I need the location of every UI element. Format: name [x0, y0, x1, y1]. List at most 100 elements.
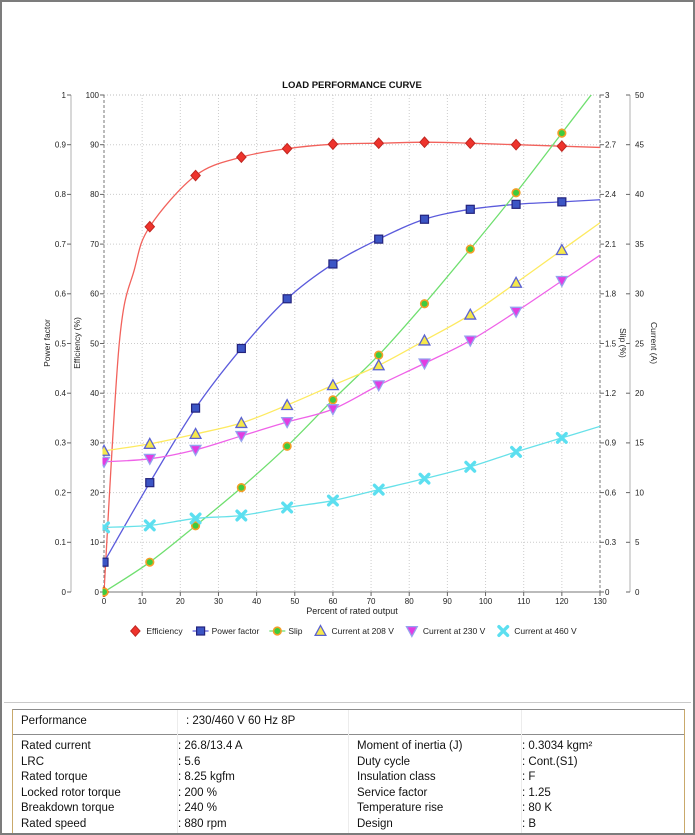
- tick-label: 50: [635, 91, 644, 100]
- spec-value: : 5.6: [178, 755, 201, 768]
- tick-label: 60: [328, 597, 337, 606]
- legend-label: Current at 208 V: [332, 626, 395, 636]
- legend-item-current-at-460-v: Current at 460 V: [497, 625, 577, 637]
- tick-label: 70: [90, 240, 99, 249]
- tick-label: 0.6: [605, 488, 617, 497]
- tick-label: 110: [517, 597, 530, 606]
- table-divider: [348, 710, 349, 833]
- tick-label: 0.7: [55, 240, 67, 249]
- table-divider: [521, 710, 522, 833]
- tick-label: 0.9: [605, 439, 617, 448]
- tick-label: 40: [90, 389, 99, 398]
- tick-label: 1.5: [605, 339, 617, 348]
- specs-table: Performance : 230/460 V 60 Hz 8P Rated c…: [12, 709, 685, 833]
- spec-label: Insulation class: [357, 771, 436, 784]
- tick-label: 100: [479, 597, 493, 606]
- power-factor-axis-label: Power factor: [42, 319, 52, 367]
- spec-value: : 80 K: [522, 802, 553, 815]
- table-divider: [177, 710, 178, 833]
- spec-label: Breakdown torque: [21, 802, 115, 815]
- separator-line: [4, 702, 691, 703]
- tick-label: 60: [90, 290, 99, 299]
- tick-label: 0: [605, 588, 610, 597]
- spec-value: : F: [522, 771, 536, 784]
- tick-label: 25: [635, 339, 644, 348]
- tick-label: 70: [367, 597, 376, 606]
- tick-label: 0.6: [55, 290, 67, 299]
- spec-column-left: Rated current: 26.8/13.4 A LRC: 5.6 Rated …: [13, 739, 349, 833]
- spec-label: Performance: [21, 715, 87, 728]
- efficiency-markers: [102, 136, 568, 597]
- spec-label: Rated current: [21, 740, 91, 752]
- spec-value: : B: [522, 817, 537, 830]
- load-performance-chart: 00.10.20.30.40.50.60.70.80.9101020304050…: [42, 80, 659, 638]
- current-at-230-v-line: [104, 254, 600, 463]
- tick-label: 15: [635, 439, 644, 448]
- legend-item-slip: Slip: [269, 626, 303, 636]
- tick-label: 90: [443, 597, 452, 606]
- current-at-460-v-line: [104, 425, 600, 529]
- chart-legend: Efficiency Power factor Slip Current at 208…: [129, 624, 577, 638]
- legend-label: Current at 230 V: [423, 626, 486, 636]
- tick-label: 100: [86, 91, 100, 100]
- tick-label: 80: [405, 597, 414, 606]
- gridlines: [104, 95, 600, 592]
- tick-label: 2.7: [605, 141, 617, 150]
- tick-label: 50: [290, 597, 299, 606]
- tick-label: 40: [635, 190, 644, 199]
- tick-label: 80: [90, 190, 99, 199]
- chart-title: LOAD PERFORMANCE CURVE: [282, 80, 422, 91]
- tick-label: 0.3: [605, 538, 617, 547]
- tick-label: 2.4: [605, 190, 617, 199]
- spec-label: LRC: [21, 755, 45, 768]
- tick-label: 1.2: [605, 389, 617, 398]
- tick-label: 20: [90, 488, 99, 497]
- tick-label: 10: [90, 538, 99, 547]
- spec-label: Locked rotor torque: [21, 786, 121, 799]
- tick-label: 0.2: [55, 488, 67, 497]
- tick-label: 0.8: [55, 190, 67, 199]
- tick-label: 30: [214, 597, 223, 606]
- spec-value: : 200 %: [178, 786, 217, 799]
- spec-value: : 880 rpm: [178, 817, 227, 830]
- series-lines: [104, 95, 600, 592]
- tick-label: 35: [635, 240, 644, 249]
- tick-label: 0: [95, 588, 100, 597]
- tick-label: 50: [90, 339, 99, 348]
- tick-label: 45: [635, 141, 644, 150]
- tick-label: 120: [555, 597, 569, 606]
- spec-label: Temperature rise: [357, 802, 444, 815]
- tick-label: 3: [605, 91, 610, 100]
- spec-value: : Cont.(S1): [522, 755, 578, 768]
- legend-label: Slip: [288, 626, 302, 636]
- tick-label: 1: [62, 91, 67, 100]
- series-markers: [102, 128, 569, 597]
- chart-area: 0 0.1 0.2 0.3 0.4 0.5 0.6 0.7 0.8 0.9 1 0 10 20 30 40 50…: [2, 2, 693, 702]
- tick-label: 10: [635, 488, 644, 497]
- tick-label: 20: [176, 597, 185, 606]
- spec-value: : 240 %: [178, 802, 217, 815]
- axes: 00.10.20.30.40.50.60.70.80.9101020304050…: [55, 91, 645, 606]
- tick-label: 30: [90, 439, 99, 448]
- current-at-208-v-line: [104, 222, 600, 452]
- tick-label: 0.4: [55, 389, 67, 398]
- legend-item-current-at-230-v: Current at 230 V: [405, 625, 486, 638]
- spec-column-right: Moment of inertia (J): 0.3034 kgm² Duty c…: [349, 739, 684, 833]
- tick-label: 0.3: [55, 439, 67, 448]
- spec-label: Design: [357, 817, 393, 830]
- spec-value: : 1.25: [522, 786, 551, 799]
- tick-label: 0: [62, 588, 67, 597]
- legend-item-efficiency: Efficiency: [129, 625, 183, 637]
- spec-label: Moment of inertia (J): [357, 740, 463, 752]
- tick-label: 0: [635, 588, 640, 597]
- efficiency-axis-label: Efficiency (%): [72, 317, 82, 369]
- spec-label: Rated torque: [21, 771, 88, 784]
- spec-label: Duty cycle: [357, 755, 411, 768]
- x-axis-label: Percent of rated output: [306, 606, 398, 616]
- spec-body: Rated current: 26.8/13.4 A LRC: 5.6 Rated …: [13, 735, 684, 833]
- spec-label: Service factor: [357, 786, 428, 799]
- spec-value: : 8.25 kgfm: [178, 771, 235, 784]
- legend-label: Current at 460 V: [514, 626, 577, 636]
- tick-label: 0.5: [55, 339, 67, 348]
- tick-label: 130: [593, 597, 607, 606]
